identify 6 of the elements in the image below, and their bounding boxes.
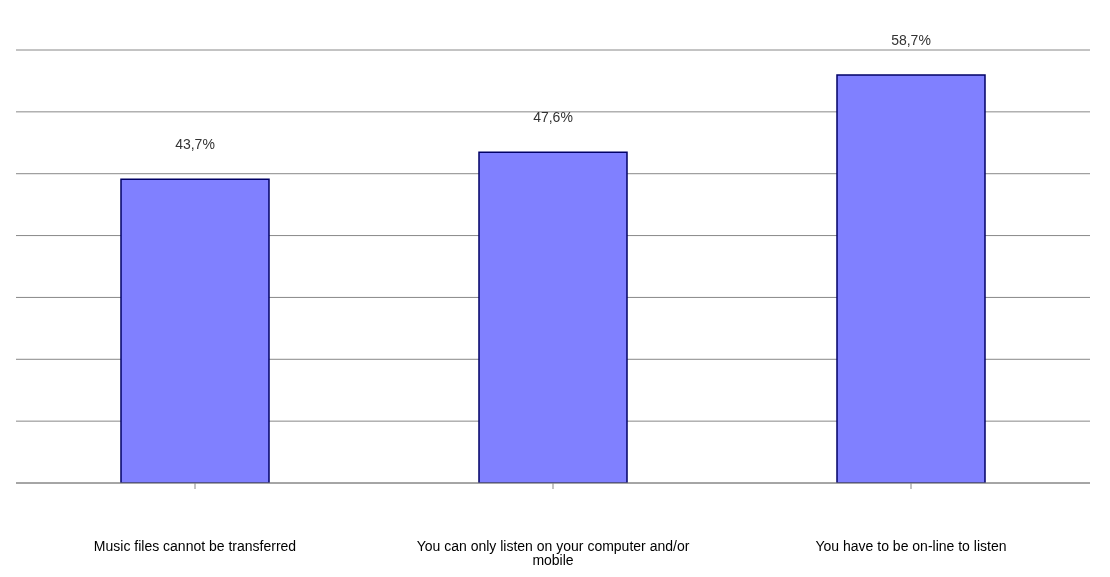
data-label: 43,7%	[175, 136, 215, 153]
x-tick-label: You can only listen on your computer and/or mobile	[416, 537, 690, 568]
data-label: 58,7%	[891, 32, 931, 49]
x-tick-label: Music files cannot be transferred	[93, 537, 297, 554]
x-tick-label: You have to be on-line to listen	[815, 537, 1007, 554]
data-label: 47,6%	[533, 109, 573, 126]
